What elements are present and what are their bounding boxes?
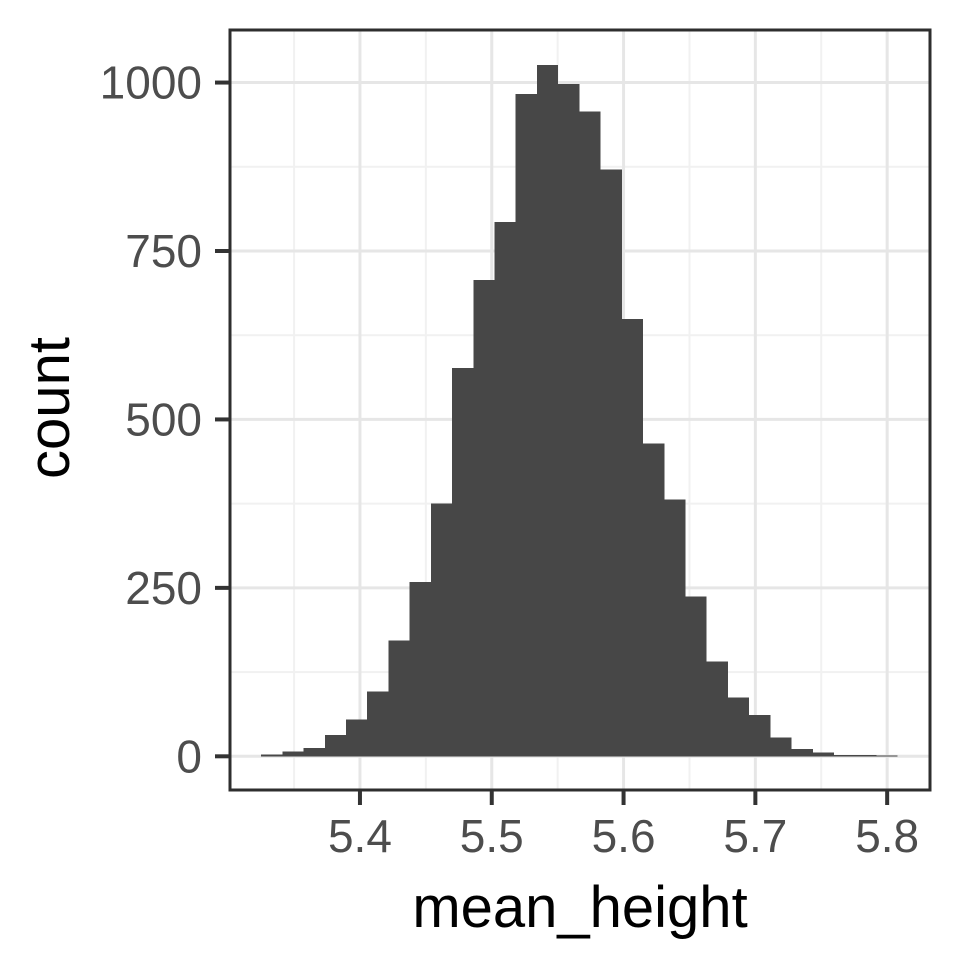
y-tick-label: 250 xyxy=(125,562,202,614)
histogram-bar xyxy=(515,94,537,757)
histogram-bar xyxy=(621,319,644,757)
y-tick-label: 750 xyxy=(125,225,202,277)
histogram-bar xyxy=(749,715,771,757)
histogram-bar xyxy=(685,596,707,757)
histogram-bar xyxy=(536,65,559,757)
y-axis-title: count xyxy=(17,337,82,479)
histogram-bar xyxy=(367,691,389,757)
histogram-bar xyxy=(834,754,856,757)
histogram-bar xyxy=(409,581,431,757)
x-tick-label: 5.6 xyxy=(592,810,656,862)
histogram-bar xyxy=(579,111,601,757)
x-tick-label: 5.4 xyxy=(328,810,392,862)
histogram-bar xyxy=(643,443,665,757)
panel-border xyxy=(228,28,932,792)
histogram-bar xyxy=(430,503,453,757)
histogram-bar xyxy=(812,752,835,757)
x-tick-label: 5.8 xyxy=(855,810,919,862)
histogram-bar xyxy=(664,499,686,757)
histogram-bar xyxy=(452,368,474,757)
histogram-bar xyxy=(282,751,304,757)
histogram-bar xyxy=(473,279,495,757)
x-tick-label: 5.5 xyxy=(460,810,524,862)
histogram-bar xyxy=(324,734,346,757)
y-tick-label: 500 xyxy=(125,393,202,445)
histogram-bar xyxy=(706,661,728,757)
histogram-bar xyxy=(494,222,516,757)
histogram-bar xyxy=(303,748,325,757)
histogram-bar xyxy=(770,737,792,757)
y-tick-label: 0 xyxy=(176,730,202,782)
histogram-bar xyxy=(261,754,283,757)
histogram-bar xyxy=(876,755,898,757)
histogram-bar xyxy=(855,754,877,757)
histogram-bar xyxy=(558,83,580,757)
histogram-bar xyxy=(727,697,750,757)
y-tick-label: 1000 xyxy=(100,57,202,109)
histogram-bar xyxy=(345,719,368,757)
histogram-bar xyxy=(388,640,410,757)
histogram-bar xyxy=(600,169,622,757)
histogram-bar xyxy=(791,748,813,757)
x-tick-label: 5.7 xyxy=(723,810,787,862)
x-axis-title: mean_height xyxy=(412,875,748,940)
